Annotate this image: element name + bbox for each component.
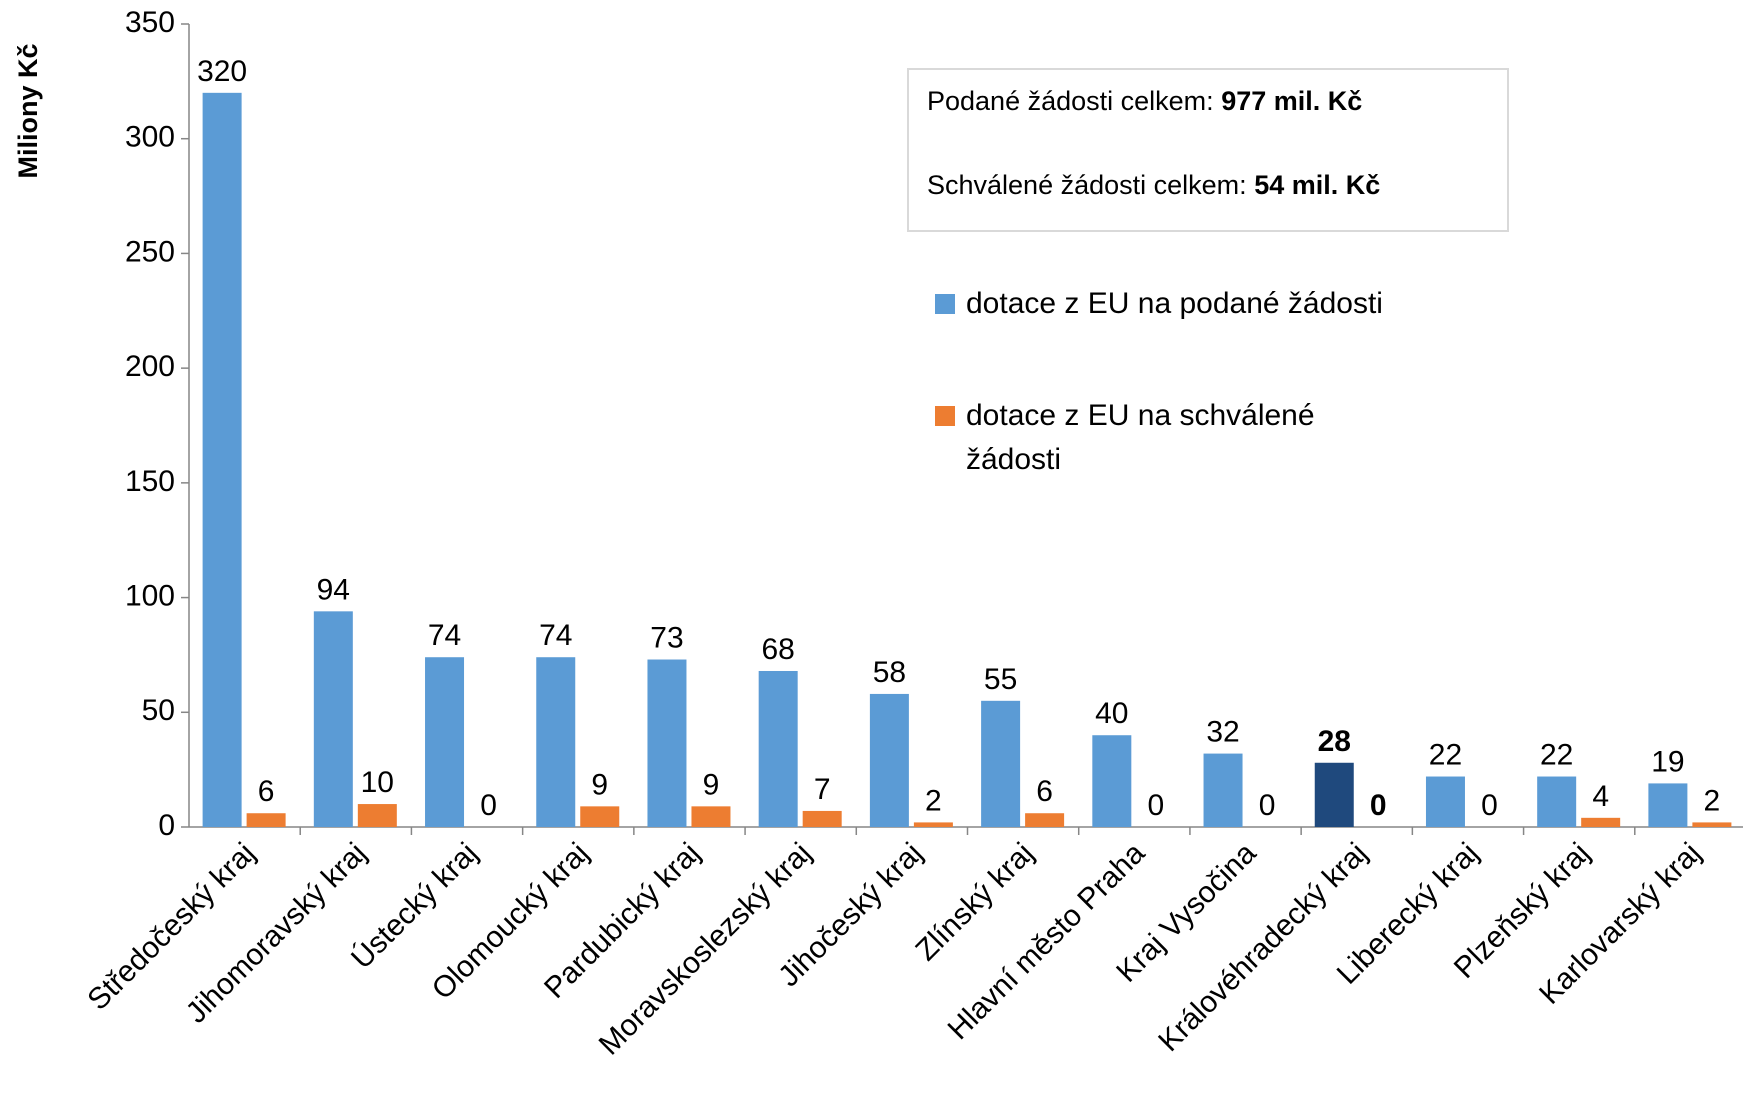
y-tick-label: 200 — [125, 350, 175, 383]
legend-swatch — [935, 406, 955, 426]
value-label: 2 — [925, 784, 942, 817]
value-label: 28 — [1318, 725, 1351, 758]
bar — [981, 700, 1021, 827]
value-label: 0 — [1481, 789, 1498, 822]
value-label: 40 — [1095, 697, 1128, 730]
legend-label: dotace z EU na schválené žádosti — [966, 399, 1315, 476]
y-tick-label: 250 — [125, 235, 175, 268]
value-label: 73 — [650, 622, 683, 655]
value-label: 6 — [258, 775, 275, 808]
legend-swatch — [935, 294, 955, 314]
bar — [1581, 817, 1621, 827]
bar — [758, 670, 798, 827]
value-label: 0 — [1147, 789, 1164, 822]
value-label: 0 — [480, 789, 497, 822]
value-label: 22 — [1540, 739, 1573, 772]
value-label: 74 — [539, 619, 572, 652]
legend-item: dotace z EU na schválené žádosti — [935, 394, 1406, 482]
value-label: 32 — [1206, 716, 1239, 749]
bar — [1537, 776, 1577, 827]
bar — [1203, 753, 1243, 827]
value-label: 55 — [984, 663, 1017, 696]
value-label: 9 — [591, 768, 608, 801]
bar — [1092, 735, 1132, 827]
x-tick-label: Hlavní město Praha — [942, 836, 1152, 1046]
value-label: 4 — [1592, 780, 1609, 813]
annotation-value: 977 mil. Kč — [1221, 86, 1363, 116]
y-axis-label: Miliony Kč — [13, 43, 43, 178]
value-label: 19 — [1651, 745, 1684, 778]
legend-item: dotace z EU na podané žádosti — [935, 282, 1406, 326]
annotation: Podané žádosti celkem: 977 mil. Kč — [927, 86, 1362, 117]
value-label: 0 — [1370, 789, 1387, 822]
y-tick-label: 150 — [125, 465, 175, 498]
bar — [1648, 783, 1688, 827]
value-label: 74 — [428, 619, 461, 652]
value-label: 58 — [873, 656, 906, 689]
value-label: 6 — [1036, 775, 1053, 808]
bar — [536, 657, 576, 827]
value-label: 22 — [1429, 739, 1462, 772]
legend: dotace z EU na podané žádosti dotace z E… — [935, 282, 1455, 550]
bar — [1692, 822, 1732, 827]
value-label: 94 — [317, 573, 350, 606]
bar — [425, 657, 465, 827]
annotation-box: Podané žádosti celkem: 977 mil. Kč Schvá… — [907, 68, 1509, 232]
bar — [1314, 762, 1354, 827]
bar — [869, 693, 909, 827]
value-label: 10 — [361, 766, 394, 799]
bar — [1025, 813, 1065, 827]
legend-label: dotace z EU na podané žádosti — [966, 287, 1383, 320]
bar — [802, 810, 842, 827]
value-label: 0 — [1259, 789, 1276, 822]
value-label: 9 — [703, 768, 720, 801]
bar — [913, 822, 953, 827]
annotation-text: Schválené žádosti celkem: — [927, 170, 1247, 200]
bar — [647, 659, 687, 827]
y-tick-label: 0 — [158, 809, 175, 842]
value-label: 320 — [197, 55, 247, 88]
x-tick-label: Moravskoslezský kraj — [593, 837, 818, 1062]
bar — [357, 804, 397, 827]
y-tick-label: 350 — [125, 6, 175, 39]
y-tick-label: 300 — [125, 121, 175, 154]
y-tick-label: 50 — [142, 694, 175, 727]
bar — [580, 806, 620, 827]
bar — [313, 611, 353, 827]
bar — [1425, 776, 1465, 827]
y-tick-label: 100 — [125, 579, 175, 612]
annotation: Schválené žádosti celkem: 54 mil. Kč — [927, 170, 1380, 201]
value-label: 2 — [1704, 784, 1721, 817]
annotation-text: Podané žádosti celkem: — [927, 86, 1214, 116]
bar — [202, 92, 242, 828]
value-label: 7 — [814, 773, 831, 806]
bar — [246, 813, 286, 827]
annotation-value: 54 mil. Kč — [1254, 170, 1381, 200]
x-tick-label: Královéhradecký kraj — [1152, 837, 1373, 1058]
value-label: 68 — [761, 633, 794, 666]
bar — [691, 806, 731, 827]
